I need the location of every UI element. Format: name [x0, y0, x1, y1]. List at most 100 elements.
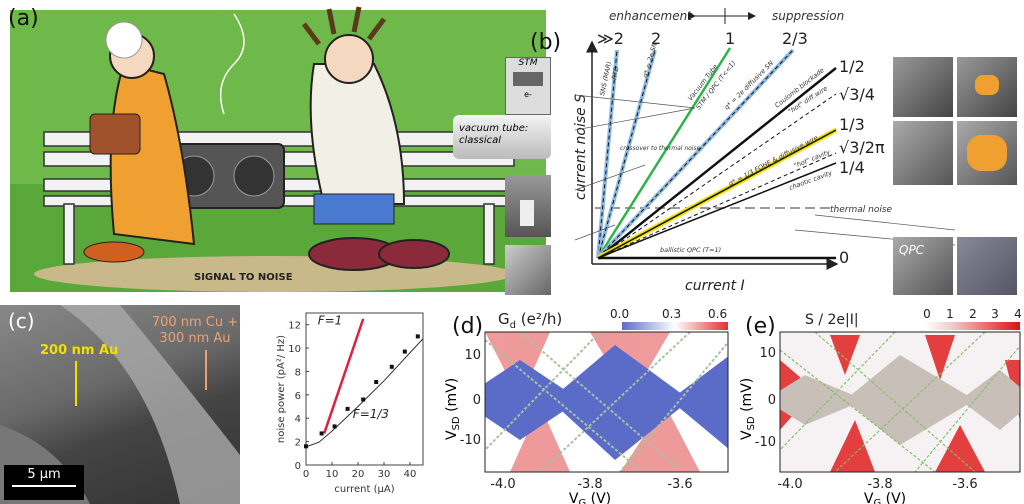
sem-thumbnail-6	[957, 121, 1017, 185]
sem-thumbnail-3	[893, 57, 953, 117]
noise-lines	[596, 47, 838, 261]
au-label: 200 nm Au	[40, 343, 119, 358]
svg-text:0: 0	[923, 307, 931, 321]
data-point	[374, 379, 379, 384]
sem-thumbnail-2	[505, 245, 551, 295]
cu-arrow	[205, 350, 207, 390]
fano-sqrt3-4: √3/4	[839, 85, 875, 104]
fano-0: 0	[839, 248, 849, 267]
d-heatmap	[485, 332, 728, 472]
stm-label: STM	[518, 58, 538, 68]
scale-bar: 5 µm	[4, 465, 84, 500]
e-title: S / 2e|I|	[805, 312, 859, 328]
d-xtick: -3.8	[577, 477, 602, 492]
y-tick-label: 2	[295, 438, 301, 449]
svg-text:0.3: 0.3	[662, 307, 681, 321]
sem-thumbnail-1	[505, 175, 551, 237]
x-tick-label: 20	[352, 469, 365, 480]
y-tick-label: 12	[288, 321, 301, 332]
d-ytick: 0	[473, 393, 481, 408]
data-point	[389, 364, 394, 369]
y-axis-label: current noise S	[573, 94, 589, 200]
fano-sqrt3-2pi: √3/2π	[839, 138, 885, 157]
svg-text:2: 2	[969, 307, 977, 321]
fit-line-f-1-3	[305, 338, 424, 448]
conductance-map: Gd (e²/h) 0.0 0.3 0.6 10 0 -10 -4.0 -3.8 -…	[444, 307, 729, 504]
data-point	[304, 444, 308, 449]
x-tick-label: 30	[378, 469, 391, 480]
noise-power-chart: 0 10 20 30 40 0 2 4 6 8 10 12 current (µA) noise powe…	[276, 312, 424, 495]
e-xtick: -3.8	[867, 477, 892, 492]
enhancement-label: enhancement	[609, 9, 693, 23]
e-ytick: 10	[759, 346, 776, 361]
crossover-label: crossover to thermal noise	[620, 145, 701, 152]
fano-2-3: 2/3	[782, 29, 808, 48]
label-rtd: RTD	[610, 66, 621, 81]
d-title: Gd (e²/h)	[498, 310, 562, 331]
data-point	[319, 431, 324, 436]
label-chaotic-cavity: chaotic cavity	[788, 169, 833, 192]
svg-text:1: 1	[946, 307, 954, 321]
d-ytick: 10	[464, 348, 481, 363]
cu-label: 700 nm Cu + 300 nm Au	[151, 315, 239, 346]
x-tick-label: 40	[404, 469, 417, 480]
data-point	[345, 406, 350, 411]
x-axis-label: current (µA)	[334, 484, 394, 495]
fano-much-greater-2: ≫2	[597, 29, 624, 48]
panel-label-b: (b)	[530, 30, 562, 55]
x-tick-label: 0	[303, 469, 309, 480]
thermal-noise-label: thermal noise	[830, 205, 893, 215]
plot-frame	[305, 312, 424, 466]
d-colorbar	[622, 322, 728, 330]
series-label-f-1: F=1	[318, 314, 343, 328]
e-heatmap	[780, 332, 1020, 472]
vacuum-tube-label: vacuum tube: classical	[459, 123, 529, 146]
e-ytick: 0	[768, 393, 776, 408]
y-tick-label: 8	[295, 367, 301, 378]
fano-1-4: 1/4	[839, 158, 865, 177]
e-ylabel: VSD (mV)	[739, 378, 757, 440]
y-tick-label: 0	[295, 461, 301, 472]
e-xtick: -3.6	[952, 477, 977, 492]
svg-text:4: 4	[1014, 307, 1022, 321]
d-xtick: -4.0	[490, 477, 515, 492]
sem-image: (c) 200 nm Au 700 nm Cu + 300 nm Au 5 µm	[0, 305, 240, 504]
au-arrow	[75, 361, 77, 406]
d-ytick: -10	[460, 433, 481, 448]
panel-label-c: (c)	[8, 309, 35, 333]
panel-label-e: (e)	[745, 314, 776, 339]
data-point	[361, 397, 366, 402]
y-tick-label: 6	[295, 391, 301, 402]
stm-thumbnail: STM e-	[505, 57, 551, 115]
d-ylabel: VSD (mV)	[444, 378, 462, 440]
scale-bar-label: 5 µm	[27, 467, 61, 482]
svg-text:0.6: 0.6	[708, 307, 727, 321]
electron-label: e-	[524, 90, 532, 99]
sem-thumbnail-5	[893, 121, 953, 185]
fano-1: 1	[725, 29, 735, 48]
fano-1-3: 1/3	[839, 115, 865, 134]
x-tick-label: 10	[326, 469, 339, 480]
fano-1-2: 1/2	[839, 57, 865, 76]
label-2e-sn: q* = 2e SN	[641, 41, 659, 78]
e-xlabel: VG (V)	[864, 491, 906, 504]
y-axis-label: noise power (pA²/ Hz)	[276, 335, 287, 443]
x-axis-label: current I	[685, 278, 745, 294]
svg-text:0.0: 0.0	[610, 307, 629, 321]
y-tick-label: 10	[288, 344, 301, 355]
line-f-1	[323, 318, 365, 434]
svg-text:3: 3	[991, 307, 999, 321]
data-point	[415, 334, 420, 339]
d-xtick: -3.6	[667, 477, 692, 492]
label-ballistic-qpc: ballistic QPC (T=1)	[660, 246, 721, 254]
qpc-thumbnail: QPC	[893, 237, 953, 295]
e-xtick: -4.0	[777, 477, 802, 492]
y-tick-label: 4	[295, 414, 301, 425]
data-point	[332, 424, 337, 429]
sem-thumbnail-7	[957, 237, 1017, 295]
series-label-f-1-3: F=1/3	[353, 407, 389, 421]
e-colorbar	[925, 322, 1020, 330]
data-point	[402, 349, 407, 354]
panel-label-a: (a)	[8, 6, 39, 31]
